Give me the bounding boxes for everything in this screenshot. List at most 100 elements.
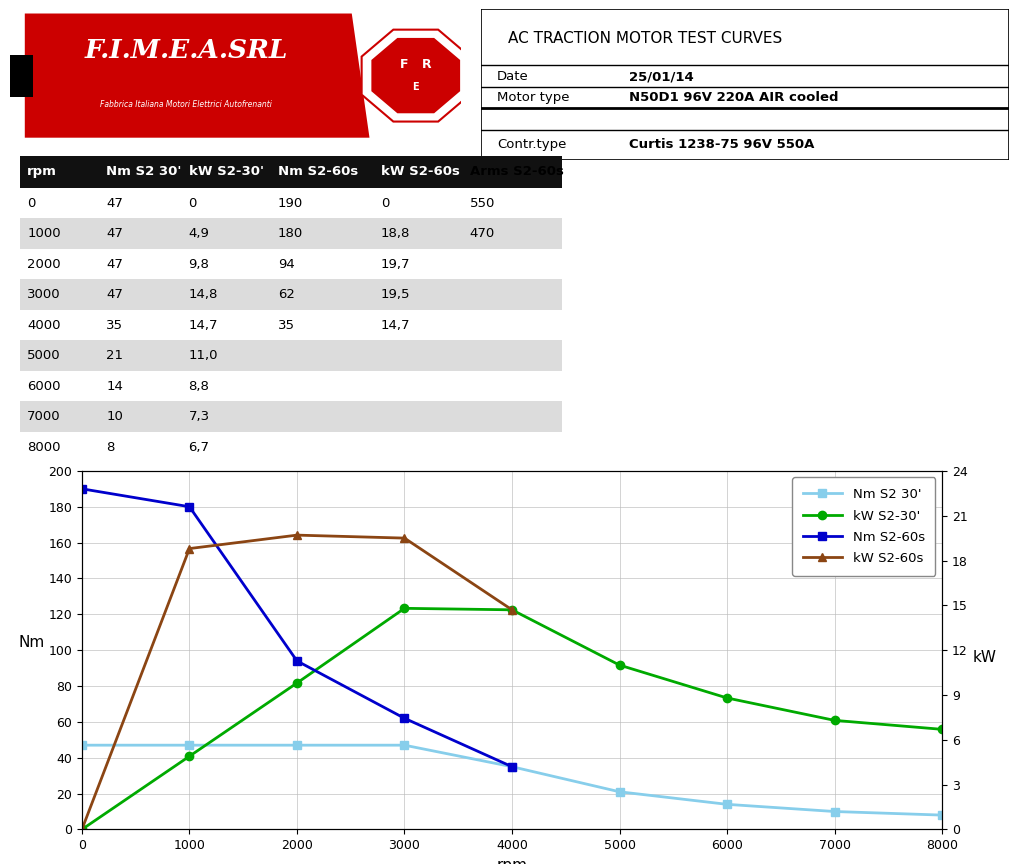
kW S2-30': [76, 824, 88, 835]
FancyBboxPatch shape: [20, 340, 562, 371]
kW S2-60s: [76, 824, 88, 835]
Polygon shape: [24, 12, 371, 139]
Text: 4000: 4000: [28, 319, 60, 332]
kW S2-30': [936, 724, 948, 734]
kW S2-60s: [398, 533, 411, 543]
kW S2-30': [828, 715, 841, 726]
Text: 14,7: 14,7: [188, 319, 218, 332]
Nm S2-60s: [76, 484, 88, 494]
Text: Fabbrica Italiana Motori Elettrici Autofrenanti: Fabbrica Italiana Motori Elettrici Autof…: [100, 100, 272, 109]
Text: 8000: 8000: [28, 441, 60, 454]
Text: 47: 47: [106, 227, 123, 240]
Text: 7,3: 7,3: [188, 410, 210, 423]
Text: 0: 0: [28, 197, 36, 210]
Text: Nm S2-60s: Nm S2-60s: [278, 165, 358, 178]
Text: 6000: 6000: [28, 379, 60, 392]
Text: 11,0: 11,0: [188, 349, 218, 362]
Text: 18,8: 18,8: [381, 227, 410, 240]
Text: 21: 21: [106, 349, 123, 362]
Text: 14,7: 14,7: [381, 319, 411, 332]
Nm S2 30': [936, 810, 948, 820]
Line: Nm S2-60s: Nm S2-60s: [78, 485, 516, 771]
Text: AC TRACTION MOTOR TEST CURVES: AC TRACTION MOTOR TEST CURVES: [508, 31, 782, 47]
kW S2-30': [291, 678, 303, 689]
Text: rpm: rpm: [28, 165, 57, 178]
Text: Curtis 1238-75 96V 550A: Curtis 1238-75 96V 550A: [629, 138, 814, 151]
Nm S2 30': [291, 740, 303, 750]
Text: 47: 47: [106, 197, 123, 210]
Y-axis label: Nm: Nm: [18, 635, 45, 651]
kW S2-30': [721, 693, 733, 703]
Y-axis label: kW: kW: [973, 651, 996, 665]
Text: 180: 180: [278, 227, 303, 240]
Text: 19,7: 19,7: [381, 257, 411, 270]
Nm S2-60s: [506, 761, 518, 772]
Text: 470: 470: [470, 227, 496, 240]
Text: 10: 10: [106, 410, 123, 423]
Nm S2 30': [76, 740, 88, 750]
Text: Nm S2 30': Nm S2 30': [106, 165, 181, 178]
Text: 3000: 3000: [28, 289, 61, 302]
kW S2-30': [398, 603, 411, 613]
Text: F.I.M.E.A.SRL: F.I.M.E.A.SRL: [84, 38, 288, 63]
Text: N50D1 96V 220A AIR cooled: N50D1 96V 220A AIR cooled: [629, 92, 839, 105]
Text: kW S2-30': kW S2-30': [188, 165, 263, 178]
FancyBboxPatch shape: [481, 9, 1009, 160]
Polygon shape: [361, 29, 470, 122]
Text: 25/01/14: 25/01/14: [629, 70, 693, 83]
Nm S2 30': [721, 799, 733, 810]
Line: kW S2-30': kW S2-30': [78, 604, 946, 834]
Nm S2 30': [828, 806, 841, 816]
Text: 4,9: 4,9: [188, 227, 210, 240]
kW S2-60s: [506, 605, 518, 615]
Text: 47: 47: [106, 257, 123, 270]
Polygon shape: [10, 54, 33, 97]
Text: F: F: [400, 58, 409, 71]
Text: 94: 94: [278, 257, 295, 270]
Text: 19,5: 19,5: [381, 289, 411, 302]
Text: 1000: 1000: [28, 227, 61, 240]
Nm S2-60s: [291, 656, 303, 666]
kW S2-60s: [291, 530, 303, 540]
Text: Motor type: Motor type: [497, 92, 569, 105]
Text: 47: 47: [106, 289, 123, 302]
Text: 0: 0: [188, 197, 197, 210]
FancyBboxPatch shape: [20, 156, 562, 188]
Text: kW S2-60s: kW S2-60s: [381, 165, 460, 178]
Text: Arms S2-60s: Arms S2-60s: [470, 165, 564, 178]
Nm S2 30': [183, 740, 196, 750]
Text: 6,7: 6,7: [188, 441, 210, 454]
Text: 14,8: 14,8: [188, 289, 218, 302]
Polygon shape: [372, 38, 460, 113]
Line: Nm S2 30': Nm S2 30': [78, 741, 946, 819]
Nm S2 30': [613, 786, 626, 797]
Text: 5000: 5000: [28, 349, 61, 362]
Text: 7000: 7000: [28, 410, 61, 423]
FancyBboxPatch shape: [20, 219, 562, 249]
Text: R: R: [422, 58, 432, 71]
Nm S2-60s: [183, 502, 196, 512]
kW S2-60s: [183, 543, 196, 554]
Text: 9,8: 9,8: [188, 257, 210, 270]
kW S2-30': [183, 751, 196, 761]
Legend: Nm S2 30', kW S2-30', Nm S2-60s, kW S2-60s: Nm S2 30', kW S2-30', Nm S2-60s, kW S2-6…: [793, 478, 936, 576]
Text: 190: 190: [278, 197, 303, 210]
FancyBboxPatch shape: [20, 401, 562, 432]
Text: 35: 35: [106, 319, 123, 332]
kW S2-30': [506, 605, 518, 615]
FancyBboxPatch shape: [20, 279, 562, 310]
kW S2-30': [613, 660, 626, 670]
Text: 550: 550: [470, 197, 496, 210]
Text: Date: Date: [497, 70, 528, 83]
Text: 8,8: 8,8: [188, 379, 210, 392]
Text: 62: 62: [278, 289, 295, 302]
Text: 0: 0: [381, 197, 389, 210]
Text: 14: 14: [106, 379, 123, 392]
Line: kW S2-60s: kW S2-60s: [78, 531, 516, 834]
Text: E: E: [413, 82, 419, 92]
Nm S2-60s: [398, 713, 411, 723]
X-axis label: rpm: rpm: [497, 858, 527, 864]
Text: 2000: 2000: [28, 257, 61, 270]
Nm S2 30': [506, 761, 518, 772]
Text: 8: 8: [106, 441, 115, 454]
